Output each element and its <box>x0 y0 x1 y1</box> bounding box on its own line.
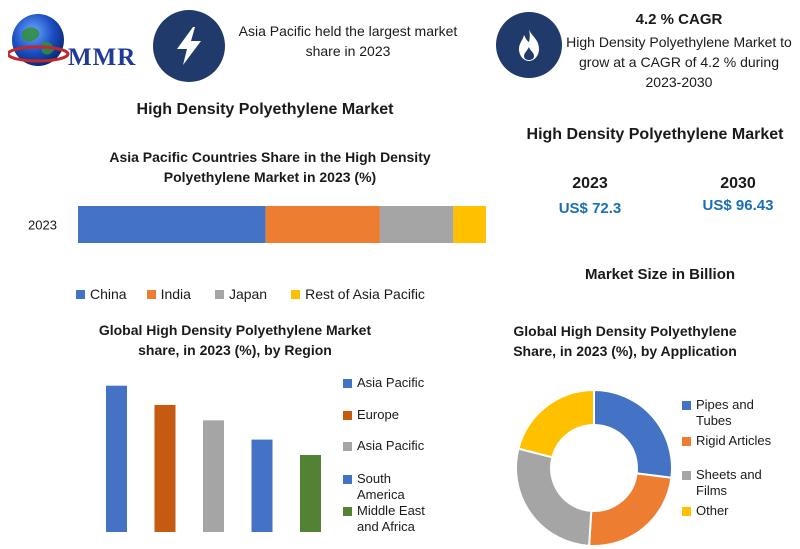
main-title: High Density Polyethylene Market <box>136 101 394 118</box>
legend-swatch <box>682 471 691 480</box>
legend-label: Pipes and Tubes <box>696 397 754 428</box>
globe-icon <box>8 14 70 66</box>
legend-label: Asia Pacific <box>357 438 425 453</box>
chart3-plot <box>515 388 673 547</box>
bar-europe <box>154 404 176 532</box>
chart1-plot: 2023 <box>28 206 486 243</box>
bar-middle-east-and-africa <box>300 455 321 532</box>
legend-swatch <box>343 475 352 484</box>
legend-swatch <box>343 379 352 388</box>
chart1-title: Asia Pacific Countries Share in the High… <box>109 149 431 185</box>
cagr-title: 4.2 % CAGR <box>635 11 723 28</box>
bar-segment-rest-of-asia-pacific <box>453 206 486 243</box>
legend-label: Europe <box>357 407 399 422</box>
legend-swatch <box>682 401 691 410</box>
logo-text: MMR <box>68 44 137 71</box>
cagr-text: High Density Polyethylene Market to grow… <box>566 34 792 90</box>
legend-swatch <box>343 411 352 420</box>
lightning-badge <box>153 10 225 82</box>
lightning-icon <box>177 27 201 65</box>
chart3-title: Global High Density Polyethylene Share, … <box>513 323 737 359</box>
flame-badge <box>496 12 562 78</box>
legend-swatch <box>682 437 691 446</box>
legend-label: Rigid Articles <box>696 433 772 448</box>
legend-label: China <box>90 286 127 302</box>
chart2-title: Global High Density Polyethylene Market … <box>98 322 372 358</box>
bar-segment-china <box>78 206 266 243</box>
market-size-caption: Market Size in Billion <box>584 266 736 283</box>
bar-asia-pacific <box>106 385 127 532</box>
legend-label: Rest of Asia Pacific <box>305 286 425 302</box>
bar-south-america <box>251 439 273 532</box>
donut-slice-other <box>517 388 595 459</box>
legend-label: South America <box>357 471 405 502</box>
legend-swatch <box>76 290 85 299</box>
legend-item-rigid-articles: Rigid Articles <box>682 433 782 449</box>
donut-slice-rigid-articles <box>588 472 673 547</box>
legend-label: Other <box>696 503 729 518</box>
legend-item-rest-of-asia-pacific: Rest of Asia Pacific <box>291 286 425 304</box>
bar-asia-pacific <box>203 420 224 532</box>
legend-item-asia-pacific: Asia Pacific <box>343 375 439 391</box>
legend-item-sheets-and-films: Sheets and Films <box>682 467 782 499</box>
market-size-year-1: 2023 <box>572 175 608 192</box>
legend-item-middle-east-and-africa: Middle East and Africa <box>343 503 439 535</box>
bar-segment-india <box>265 206 380 243</box>
market-size-value-1: US$ 72.3 <box>558 200 622 217</box>
legend-item-south-america: South America <box>343 471 439 503</box>
bar-segment-japan <box>379 206 454 243</box>
donut-slice-pipes-and-tubes <box>593 388 673 479</box>
legend-label: India <box>160 286 191 302</box>
legend-swatch <box>682 507 691 516</box>
chart1-legend: China India Japan Rest of Asia Pacific <box>76 286 516 304</box>
chart3-legend: Pipes and Tubes Rigid Articles Sheets and … <box>682 397 792 537</box>
chart2-plot <box>106 385 321 532</box>
chart1-category-label: 2023 <box>28 218 57 233</box>
legend-item-other: Other <box>682 503 782 519</box>
legend-label: Sheets and Films <box>696 467 762 498</box>
market-size-title: High Density Polyethylene Market <box>526 126 784 143</box>
donut-slice-sheets-and-films <box>515 447 593 547</box>
legend-label: Japan <box>228 286 268 302</box>
legend-item-china: China <box>76 286 127 304</box>
highlight-1-text: Asia Pacific held the largest market sha… <box>238 23 458 59</box>
legend-swatch <box>146 290 156 299</box>
market-size-year-2: 2030 <box>720 175 756 192</box>
flame-icon <box>519 29 539 61</box>
legend-swatch <box>214 290 224 299</box>
logo: MMR <box>8 10 148 72</box>
market-size-value-2: US$ 96.43 <box>702 197 774 214</box>
legend-label: Asia Pacific <box>357 375 425 390</box>
legend-item-pipes-and-tubes: Pipes and Tubes <box>682 397 782 429</box>
legend-swatch <box>343 507 352 516</box>
legend-item-asia-pacific: Asia Pacific <box>343 438 439 454</box>
legend-swatch <box>343 442 352 451</box>
legend-item-india: India <box>146 286 191 304</box>
legend-item-japan: Japan <box>214 286 268 304</box>
legend-label: Middle East and Africa <box>357 503 425 534</box>
legend-swatch <box>291 290 301 299</box>
chart2-legend: Asia Pacific Europe Asia Pacific South Amer… <box>343 375 443 540</box>
legend-item-europe: Europe <box>343 407 439 423</box>
